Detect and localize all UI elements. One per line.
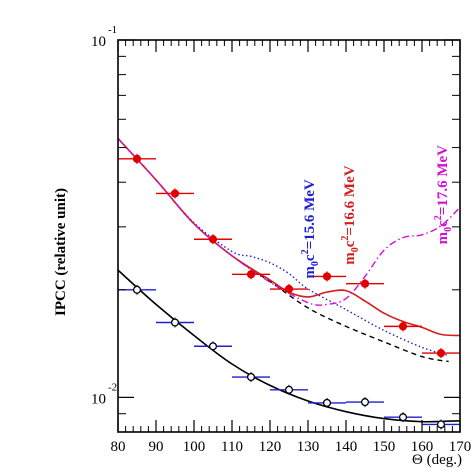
x-tick-label: 170 xyxy=(449,439,472,455)
annotation-subscript: 0 xyxy=(310,261,321,266)
x-tick-label: 140 xyxy=(335,439,358,455)
annotation-subscript: 0 xyxy=(350,247,361,252)
data-point-open xyxy=(322,398,332,407)
data-point-open xyxy=(208,342,218,351)
points-layer xyxy=(118,153,460,430)
curve-dashdot xyxy=(118,138,460,306)
data-point-filled xyxy=(208,235,218,244)
data-point-open xyxy=(132,285,142,294)
annotation-superscript: 2 xyxy=(433,215,444,220)
x-tick-label: 130 xyxy=(297,439,320,455)
data-point-open xyxy=(170,318,180,327)
x-tick-label: 160 xyxy=(411,439,434,455)
y-axis-label: IPCC (relative unit) xyxy=(53,188,69,316)
curve-dashed xyxy=(118,138,449,363)
annotation-value: =17.6 MeV xyxy=(435,145,451,215)
energy-annotation: m0c2=16.6 MeV xyxy=(340,165,361,265)
annotation-superscript: 2 xyxy=(340,236,351,241)
x-tick-label: 150 xyxy=(373,439,396,455)
x-tick-label: 90 xyxy=(149,439,164,455)
x-tick-label: 100 xyxy=(183,439,206,455)
data-point-filled xyxy=(246,270,256,279)
annotation-mid: c xyxy=(435,220,451,227)
data-point-open xyxy=(436,420,446,429)
annotation-subscript: 0 xyxy=(443,227,454,232)
data-point-open xyxy=(360,398,370,407)
x-tick-label: 120 xyxy=(259,439,282,455)
energy-annotation: m0c2=17.6 MeV xyxy=(433,145,454,245)
annotation-mid: c xyxy=(302,254,318,261)
annotation-value: =16.6 MeV xyxy=(342,165,358,235)
data-point-filled xyxy=(284,284,294,294)
curve-solid xyxy=(118,137,460,337)
annotation-mid: c xyxy=(342,240,358,247)
annotation-base: m xyxy=(302,266,318,279)
data-point-filled xyxy=(436,349,446,358)
plot-frame xyxy=(117,39,461,433)
curves-layer xyxy=(118,137,460,423)
y-tick-exponent: -1 xyxy=(108,24,117,36)
data-point-filled xyxy=(398,322,408,331)
annotation-base: m xyxy=(435,231,451,244)
annotation-base: m xyxy=(342,252,358,265)
data-point-filled xyxy=(132,154,142,163)
x-tick-label: 80 xyxy=(111,439,126,455)
x-tick-label: 110 xyxy=(221,439,243,455)
data-point-filled xyxy=(170,189,180,198)
y-tick-label: 10 xyxy=(91,391,106,407)
annotation-superscript: 2 xyxy=(300,249,311,254)
y-tick-label: 10 xyxy=(91,34,106,50)
energy-annotation: m0c2=15.6 MeV xyxy=(300,179,321,279)
data-point-open xyxy=(246,372,256,382)
y-tick-exponent: -2 xyxy=(108,381,117,393)
data-point-open xyxy=(398,413,408,422)
data-point-open xyxy=(284,385,294,394)
data-point-filled xyxy=(322,272,332,281)
annotation-value: =15.6 MeV xyxy=(302,179,318,249)
x-axis-label: Θ (deg.) xyxy=(412,452,462,468)
data-point-filled xyxy=(360,279,370,288)
